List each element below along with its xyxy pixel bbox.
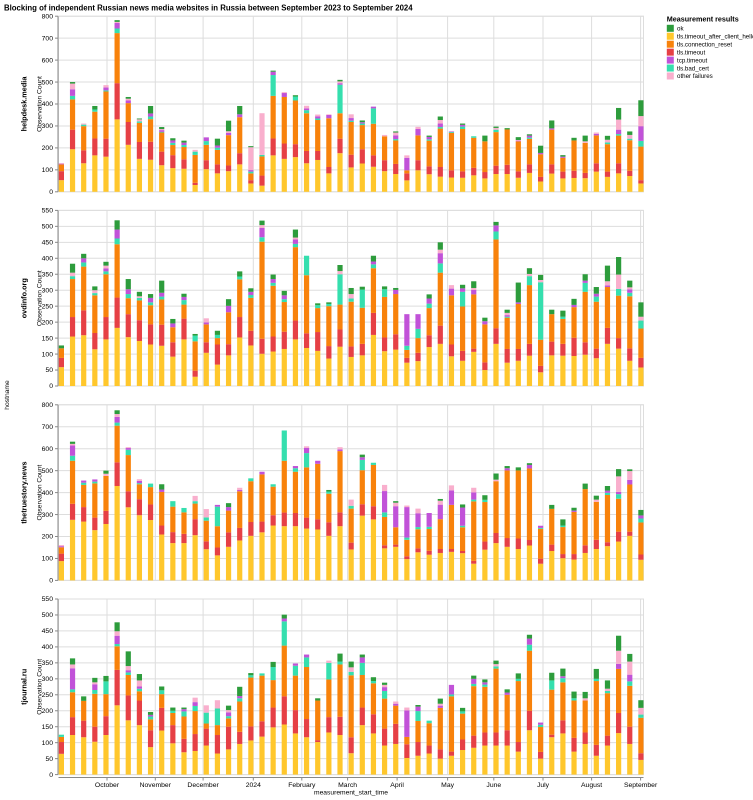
- svg-text:50: 50: [45, 756, 53, 763]
- svg-text:February: February: [288, 782, 316, 789]
- svg-text:500: 500: [42, 468, 54, 475]
- svg-text:0: 0: [49, 383, 53, 390]
- svg-text:0: 0: [49, 772, 53, 779]
- svg-text:tls.bad_cert: tls.bad_cert: [677, 65, 709, 72]
- svg-text:400: 400: [42, 101, 54, 108]
- svg-text:0: 0: [49, 189, 53, 196]
- svg-text:150: 150: [42, 335, 54, 342]
- svg-text:October: October: [95, 782, 120, 789]
- svg-text:2024: 2024: [246, 782, 261, 789]
- svg-text:400: 400: [42, 490, 54, 497]
- svg-text:0: 0: [49, 578, 53, 585]
- svg-text:Observation Count: Observation Count: [37, 659, 44, 715]
- svg-text:100: 100: [42, 740, 54, 747]
- svg-text:tls.timeout: tls.timeout: [677, 49, 705, 56]
- svg-text:200: 200: [42, 708, 54, 715]
- svg-text:250: 250: [42, 692, 54, 699]
- svg-text:August: August: [581, 782, 602, 789]
- svg-text:500: 500: [42, 79, 54, 86]
- svg-text:300: 300: [42, 123, 54, 130]
- svg-text:thetruestory.news: thetruestory.news: [20, 461, 29, 523]
- svg-text:June: June: [486, 782, 501, 789]
- svg-text:300: 300: [42, 512, 54, 519]
- svg-text:350: 350: [42, 660, 54, 667]
- svg-text:500: 500: [42, 224, 54, 231]
- svg-text:150: 150: [42, 724, 54, 731]
- svg-text:tjournal.ru: tjournal.ru: [20, 669, 29, 705]
- svg-text:September: September: [624, 782, 658, 789]
- svg-text:500: 500: [42, 612, 54, 619]
- svg-text:300: 300: [42, 676, 54, 683]
- svg-text:550: 550: [42, 208, 54, 215]
- svg-text:250: 250: [42, 303, 54, 310]
- svg-text:March: March: [338, 782, 357, 789]
- svg-text:200: 200: [42, 534, 54, 541]
- svg-text:450: 450: [42, 240, 54, 247]
- svg-text:200: 200: [42, 319, 54, 326]
- svg-text:measurement_start_time: measurement_start_time: [314, 790, 388, 797]
- svg-text:300: 300: [42, 287, 54, 294]
- svg-text:December: December: [187, 782, 219, 789]
- svg-text:other failures: other failures: [677, 73, 713, 80]
- svg-text:tls.timeout_after_client_hello: tls.timeout_after_client_hello: [677, 33, 753, 40]
- svg-text:November: November: [140, 782, 172, 789]
- svg-text:800: 800: [42, 13, 54, 20]
- svg-text:100: 100: [42, 556, 54, 563]
- svg-text:600: 600: [42, 446, 54, 453]
- svg-text:hostname: hostname: [4, 380, 11, 410]
- svg-text:Observation Count: Observation Count: [37, 465, 44, 521]
- svg-text:Measurement results: Measurement results: [667, 15, 739, 24]
- svg-text:100: 100: [42, 351, 54, 358]
- svg-text:700: 700: [42, 35, 54, 42]
- svg-text:tcp.timeout: tcp.timeout: [677, 57, 708, 64]
- svg-text:400: 400: [42, 644, 54, 651]
- svg-text:350: 350: [42, 271, 54, 278]
- svg-text:helpdesk.media: helpdesk.media: [20, 76, 29, 132]
- svg-text:May: May: [441, 782, 454, 789]
- svg-text:50: 50: [45, 367, 53, 374]
- svg-text:400: 400: [42, 255, 54, 262]
- svg-text:July: July: [537, 782, 550, 789]
- svg-text:200: 200: [42, 145, 54, 152]
- svg-text:700: 700: [42, 424, 54, 431]
- svg-text:ok: ok: [677, 26, 684, 33]
- svg-text:600: 600: [42, 57, 54, 64]
- svg-text:100: 100: [42, 167, 54, 174]
- svg-text:Blocking of independent Russia: Blocking of independent Russian news med…: [4, 4, 413, 13]
- svg-text:tls.connection_reset: tls.connection_reset: [677, 41, 732, 48]
- svg-text:ovdinfo.org: ovdinfo.org: [20, 278, 29, 318]
- svg-text:550: 550: [42, 596, 54, 603]
- svg-text:800: 800: [42, 402, 54, 409]
- svg-text:Observation Count: Observation Count: [37, 76, 44, 132]
- svg-text:450: 450: [42, 628, 54, 635]
- svg-text:April: April: [390, 782, 404, 789]
- svg-text:Observation Count: Observation Count: [37, 270, 44, 326]
